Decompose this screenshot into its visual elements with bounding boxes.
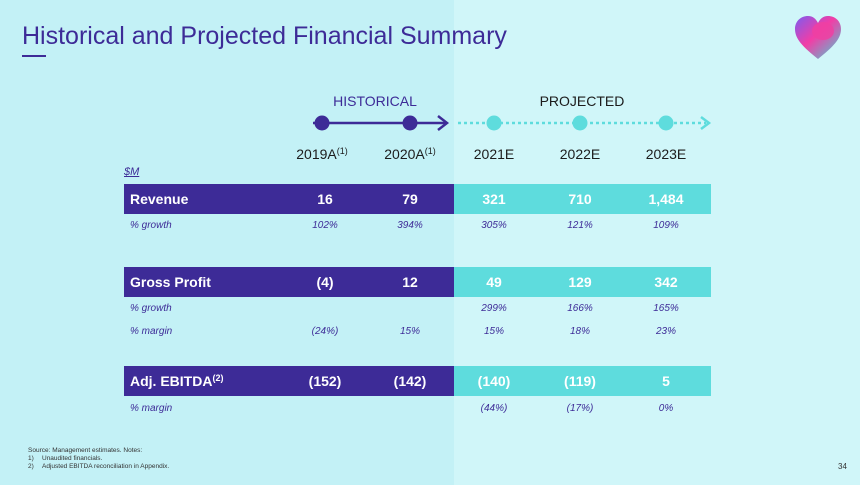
gross-profit-value: 49 <box>486 274 502 290</box>
ebitda-value: (142) <box>393 373 427 389</box>
footnote-item: 1) Unaudited financials. <box>28 455 103 462</box>
revenue-growth-label: % growth <box>130 220 172 231</box>
timeline-dot-2020 <box>402 115 418 131</box>
gross-profit-value: 129 <box>568 274 592 290</box>
gross-profit-value: (4) <box>316 274 334 290</box>
page-title: Historical and Projected Financial Summa… <box>22 22 507 50</box>
gross-profit-value: 12 <box>402 274 418 290</box>
revenue-growth: 305% <box>481 220 507 231</box>
ebitda-value: (152) <box>308 373 342 389</box>
timeline-dot-2022 <box>572 115 588 131</box>
year-header: 2022E <box>559 146 601 162</box>
historical-header: HISTORICAL <box>333 93 417 109</box>
revenue-value: 710 <box>568 191 592 207</box>
revenue-band-projected <box>454 184 711 214</box>
gross-profit-margin: 23% <box>655 326 676 337</box>
ebitda-margin: (44%) <box>480 403 508 414</box>
gross-profit-margin: 18% <box>569 326 590 337</box>
ebitda-band-historical <box>124 366 454 396</box>
footnote-item: 2) Adjusted EBITDA reconciliation in Appe… <box>28 463 170 470</box>
revenue-value: 321 <box>482 191 506 207</box>
gross-profit-growth: 166% <box>567 303 593 314</box>
gross-profit-growth: 165% <box>653 303 679 314</box>
gross-profit-growth-label: % growth <box>130 303 172 314</box>
gross-profit-margin: 15% <box>399 326 420 337</box>
revenue-growth: 121% <box>567 220 593 231</box>
timeline-dot-2023 <box>658 115 674 131</box>
gross-profit-growth: 299% <box>481 303 507 314</box>
ebitda-value: (140) <box>477 373 511 389</box>
revenue-growth: 102% <box>312 220 338 231</box>
gross-profit-band-historical <box>124 267 454 297</box>
timeline <box>313 115 712 131</box>
timeline-dot-2019 <box>314 115 330 131</box>
footnote-source: Source: Management estimates. Notes: <box>28 447 143 454</box>
revenue-growth: 394% <box>397 220 423 231</box>
year-header: 2023E <box>645 146 687 162</box>
projected-header: PROJECTED <box>539 93 625 109</box>
ebitda-band-projected <box>454 366 711 396</box>
year-header: 2021E <box>473 146 515 162</box>
ebitda-label: Adj. EBITDA(2) <box>130 373 224 389</box>
revenue-value: 79 <box>402 191 418 207</box>
revenue-growth: 109% <box>653 220 679 231</box>
title-underline <box>22 55 46 57</box>
year-header: 2019A(1) <box>296 146 348 162</box>
projected-background <box>454 0 860 485</box>
revenue-band-historical <box>124 184 454 214</box>
revenue-value: 16 <box>317 191 333 207</box>
unit-label: $M <box>124 166 140 178</box>
gross-profit-band-projected <box>454 267 711 297</box>
page-number: 34 <box>838 462 847 471</box>
timeline-dot-2021 <box>486 115 502 131</box>
gross-profit-margin: (24%) <box>311 326 339 337</box>
gross-profit-margin-label: % margin <box>130 326 173 337</box>
footnotes: Source: Management estimates. Notes: 1) U… <box>28 447 169 471</box>
revenue-value: 1,484 <box>648 191 684 207</box>
ebitda-margin-label: % margin <box>130 403 173 414</box>
ebitda-value: 5 <box>662 373 670 389</box>
year-header: 2020A(1) <box>384 146 436 162</box>
ebitda-value: (119) <box>564 373 596 389</box>
gross-profit-label: Gross Profit <box>130 274 211 290</box>
heart-logo-icon <box>795 16 841 59</box>
gross-profit-margin: 15% <box>483 326 504 337</box>
gross-profit-value: 342 <box>654 274 678 290</box>
ebitda-margin: 0% <box>658 403 674 414</box>
revenue-label: Revenue <box>130 191 189 207</box>
ebitda-margin: (17%) <box>566 403 594 414</box>
